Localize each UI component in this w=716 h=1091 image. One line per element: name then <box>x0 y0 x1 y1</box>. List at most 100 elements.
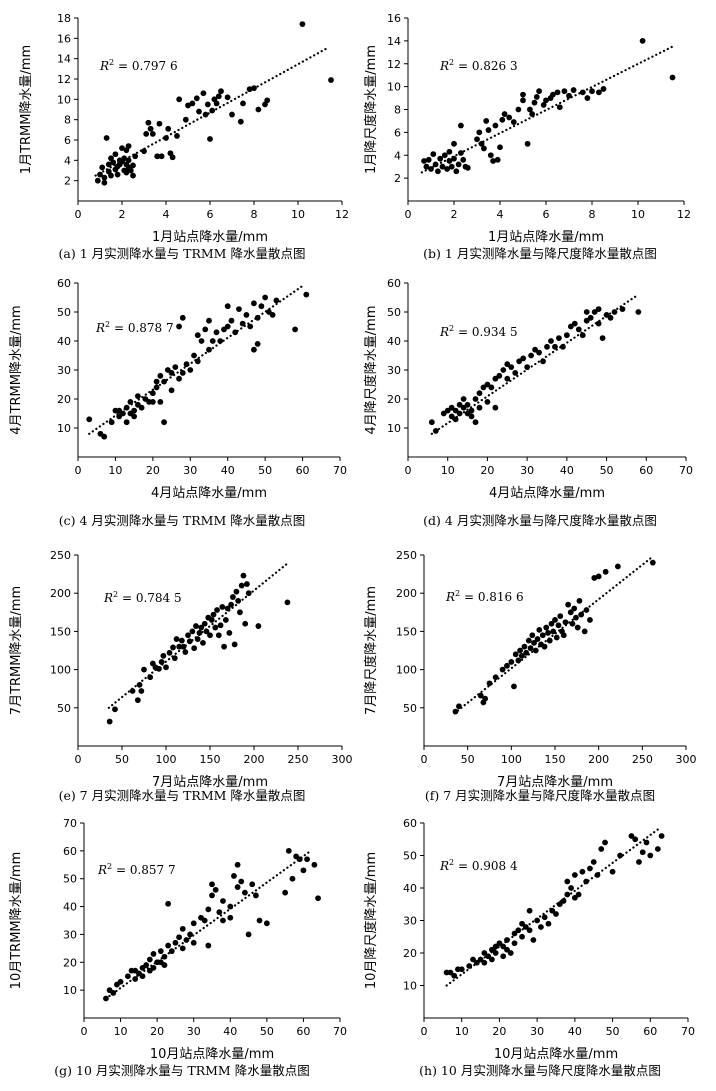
data-point <box>486 680 493 687</box>
data-point <box>303 291 310 298</box>
data-point <box>165 125 172 132</box>
data-point <box>201 917 208 924</box>
y-tick-label: 40 <box>63 901 77 914</box>
y-tick-label: 200 <box>396 587 417 600</box>
data-point <box>189 628 196 635</box>
data-point <box>564 891 571 898</box>
data-point <box>134 393 141 399</box>
data-point <box>215 93 222 100</box>
data-point <box>194 332 201 339</box>
x-tick-label: 70 <box>333 1025 347 1038</box>
y-tick-label: 30 <box>403 915 417 928</box>
y-tick-label: 60 <box>57 277 71 290</box>
data-point <box>446 158 453 164</box>
panel-caption: (a) 1 月实测降水量与 TRMM 降水量散点图 <box>59 246 306 261</box>
data-point <box>557 613 564 620</box>
data-point <box>603 312 610 318</box>
y-tick-label: 150 <box>50 625 71 638</box>
data-point <box>182 649 189 655</box>
data-point <box>587 617 593 623</box>
trend-line <box>420 45 674 174</box>
data-point <box>186 638 193 645</box>
data-point <box>529 111 536 117</box>
y-tick-label: 60 <box>387 277 401 290</box>
data-point <box>575 891 582 898</box>
data-point <box>451 155 457 162</box>
data-point <box>515 106 522 113</box>
x-axis-label: 1月站点降水量/mm <box>152 230 268 245</box>
data-point <box>628 833 635 839</box>
data-point <box>231 873 237 879</box>
data-point <box>220 898 226 904</box>
data-point <box>527 645 534 652</box>
data-point <box>477 692 484 699</box>
data-point <box>446 148 453 155</box>
data-point <box>292 326 298 333</box>
data-point <box>595 573 602 580</box>
chart-panel-7: 0 10 20 30 40 50 60 70 10 20 30 40 50 60 70 10月站点降水量/mm… <box>9 817 347 1078</box>
x-tick-label: 0 <box>75 208 82 221</box>
data-point <box>573 614 579 621</box>
data-point <box>263 920 270 927</box>
chart-panel-2: 0 2 4 6 8 10 12 2 4 6 8 10 12 14 16 1月站点降水量/mm 1月降尺度降水量/… <box>363 12 691 261</box>
data-point <box>168 387 175 394</box>
data-point <box>507 950 514 956</box>
data-point <box>556 104 563 111</box>
data-point <box>476 404 483 411</box>
y-tick-label: 30 <box>387 364 401 377</box>
data-point <box>94 177 101 184</box>
data-point <box>311 861 318 868</box>
data-point <box>254 341 261 347</box>
chart-panel-3: 0 10 20 30 40 50 60 70 10 20 30 40 50 60 4月站点降水量/mm 4月T… <box>9 277 347 528</box>
data-point <box>110 159 117 166</box>
data-point <box>481 145 487 152</box>
data-point <box>251 85 257 92</box>
y-tick-label: 200 <box>50 587 71 600</box>
data-point <box>205 942 212 949</box>
panel-caption: (b) 1 月实测降水量与降尺度降水量散点图 <box>423 246 657 261</box>
data-point <box>499 116 506 123</box>
data-point <box>227 903 234 910</box>
r-squared-value: = 0.816 6 <box>460 590 524 604</box>
data-point <box>170 644 176 651</box>
data-point <box>179 945 186 952</box>
data-point <box>484 399 491 405</box>
data-point <box>576 597 583 604</box>
x-tick-label: 0 <box>75 464 82 477</box>
data-point <box>447 969 454 976</box>
data-point <box>508 659 515 665</box>
data-point <box>552 617 558 623</box>
data-point <box>548 620 555 627</box>
data-point <box>595 306 602 312</box>
data-point <box>203 628 210 635</box>
data-point <box>552 343 558 350</box>
data-point <box>149 131 156 137</box>
data-point <box>511 930 518 937</box>
chart-panel-5: 0 50 100 150 200 250 300 50 100 150 200 250 7月站点降水量/… <box>9 549 353 803</box>
y-tick-label: 50 <box>403 850 417 863</box>
data-point <box>483 118 490 124</box>
data-point <box>255 106 262 113</box>
data-point <box>590 859 597 865</box>
data-point <box>510 119 517 125</box>
data-point <box>224 94 231 101</box>
data-point <box>524 140 531 147</box>
data-point <box>289 875 296 882</box>
data-point <box>112 151 119 158</box>
data-point <box>247 323 254 330</box>
data-point <box>256 917 263 924</box>
data-point <box>504 361 511 368</box>
data-point <box>143 131 150 137</box>
data-point <box>517 647 523 654</box>
data-point <box>515 927 522 934</box>
x-tick-label: 50 <box>115 753 129 766</box>
data-point <box>174 133 180 139</box>
data-point <box>138 404 145 411</box>
data-point <box>101 433 108 440</box>
data-point <box>110 990 117 996</box>
data-point <box>206 346 212 353</box>
data-point <box>161 962 168 968</box>
x-tick-label: 10 <box>441 464 455 477</box>
data-point <box>245 931 252 938</box>
